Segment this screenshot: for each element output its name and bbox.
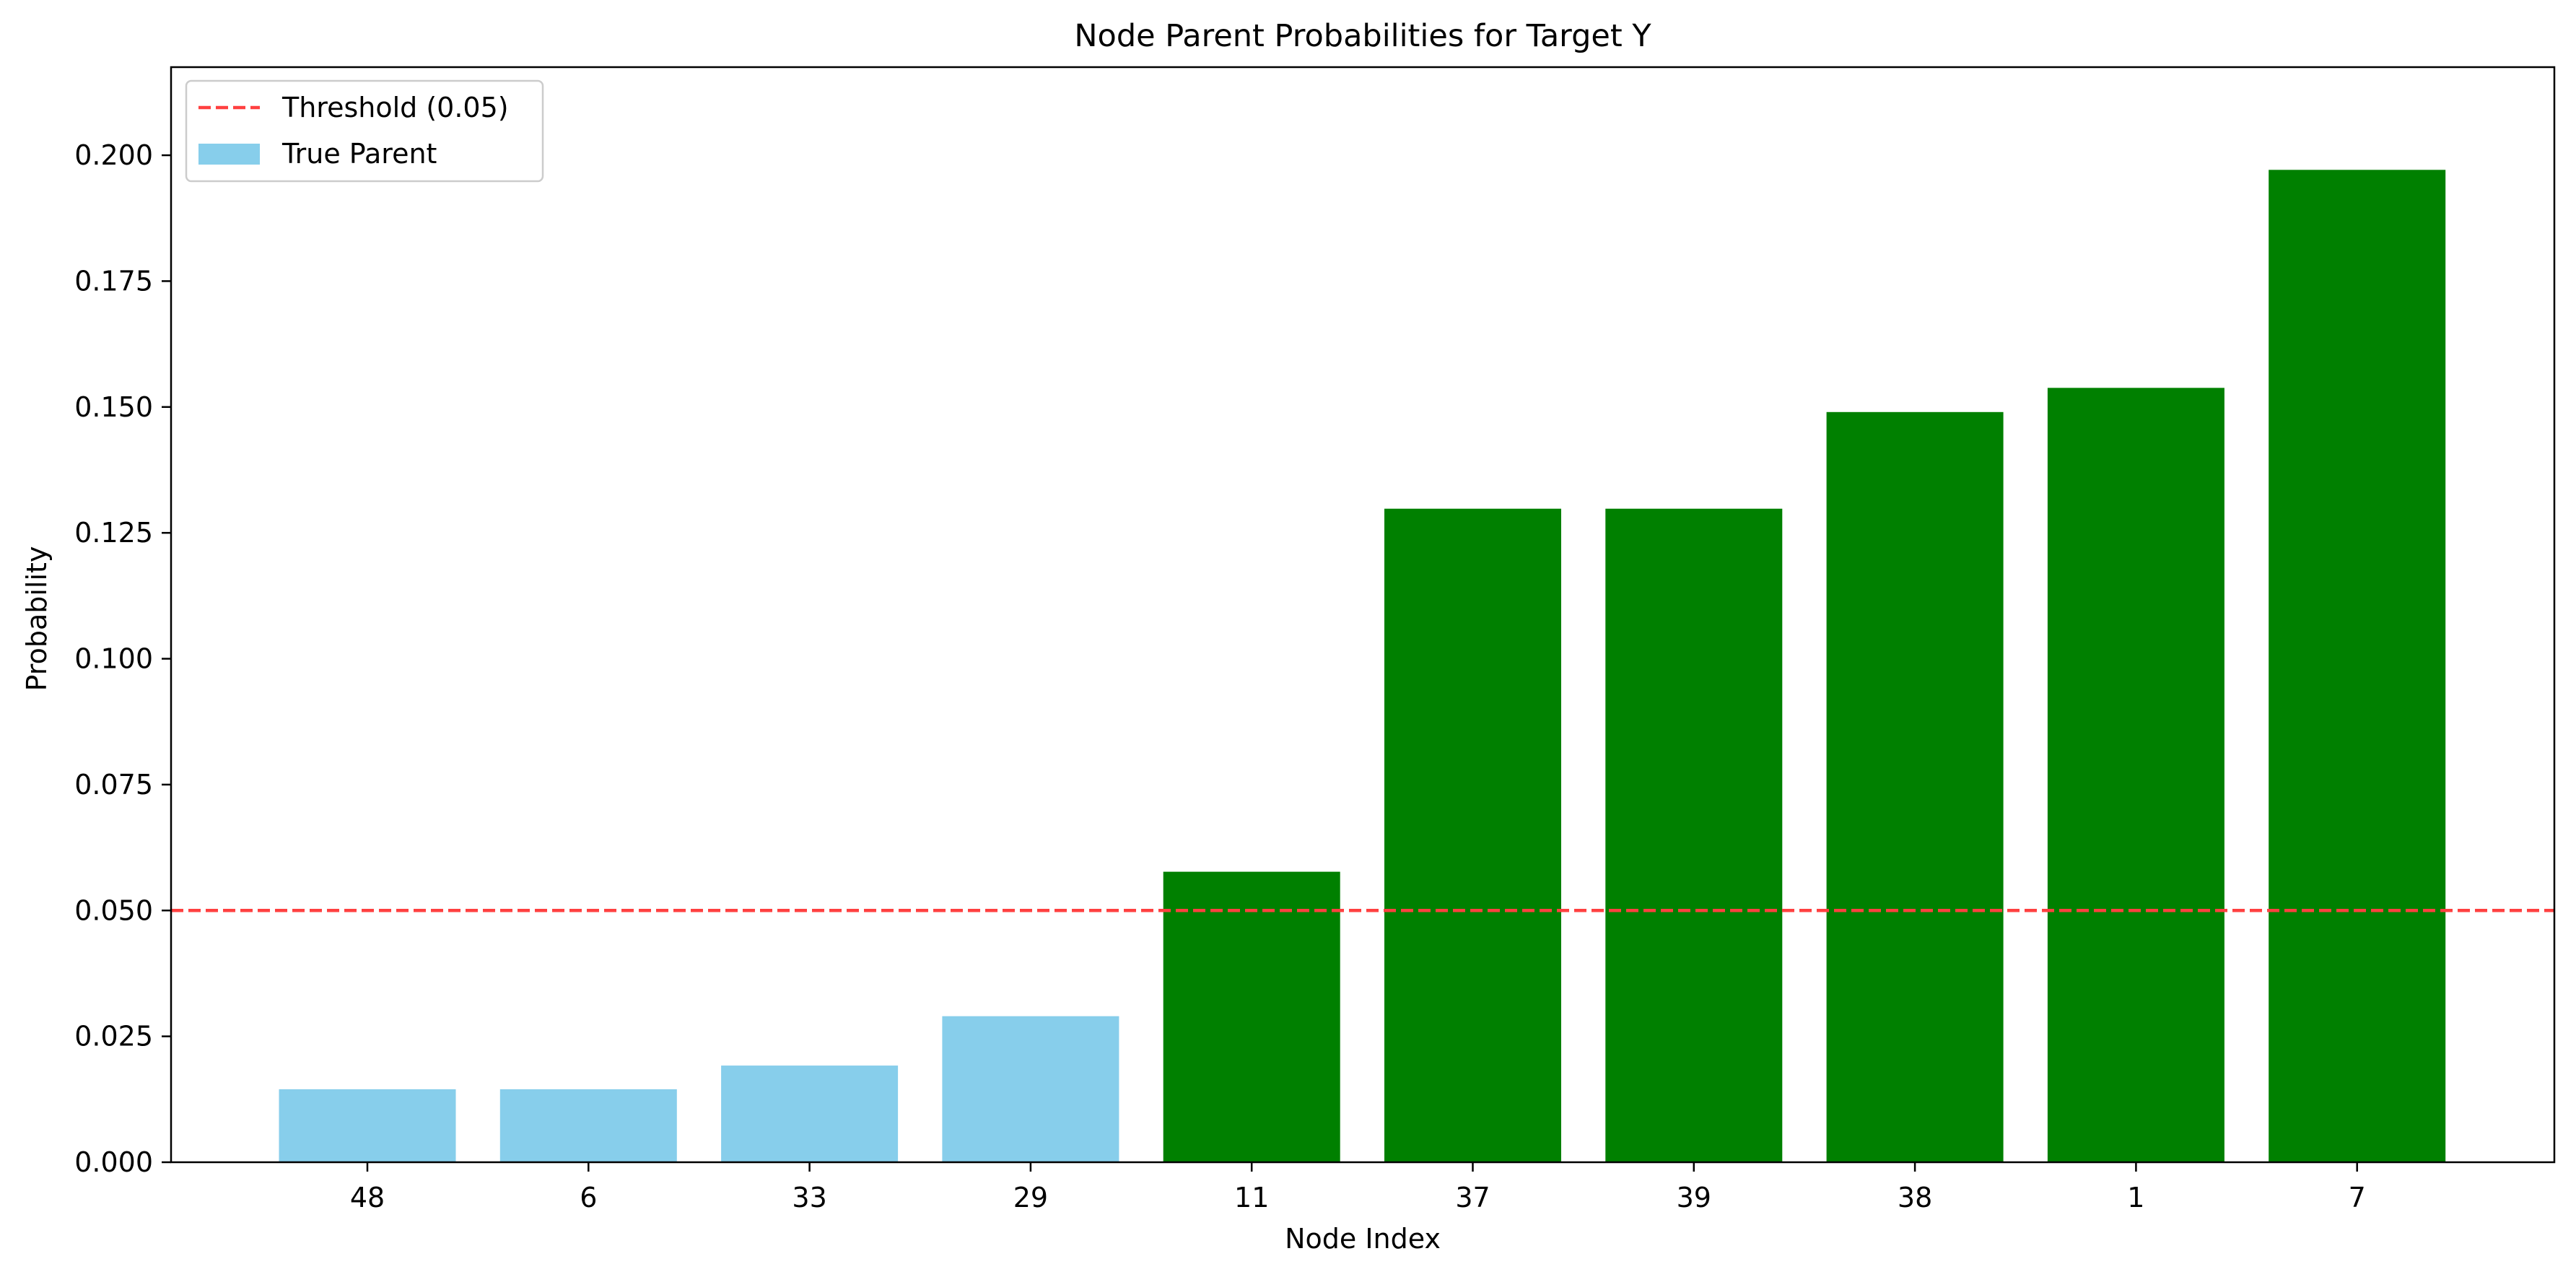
legend-box <box>185 79 544 183</box>
y-tick-label: 0.025 <box>74 1021 153 1052</box>
bar-7 <box>2269 170 2446 1162</box>
bar-48 <box>279 1089 456 1162</box>
y-tick-label: 0.075 <box>74 769 153 801</box>
y-tick-label: 0.200 <box>74 139 153 171</box>
x-tick-label: 33 <box>792 1182 826 1213</box>
legend: Threshold (0.05) True Parent <box>185 79 544 183</box>
x-tick-label: 39 <box>1677 1182 1711 1213</box>
bar-11 <box>1163 871 1340 1162</box>
x-tick-label: 38 <box>1898 1182 1932 1213</box>
x-tick-label: 1 <box>2127 1182 2144 1213</box>
y-tick-label: 0.100 <box>74 643 153 675</box>
bar-1 <box>2047 388 2224 1162</box>
legend-label: True Parent <box>281 138 437 170</box>
bar-37 <box>1384 508 1561 1162</box>
x-tick-label: 29 <box>1013 1182 1048 1213</box>
y-tick-label: 0.050 <box>74 894 153 926</box>
x-tick-label: 7 <box>2349 1182 2366 1213</box>
y-tick-label: 0.000 <box>74 1146 153 1178</box>
x-tick-label: 37 <box>1455 1182 1490 1213</box>
bar-6 <box>499 1089 677 1162</box>
bar-38 <box>1826 411 2004 1162</box>
x-tick-label: 6 <box>580 1182 597 1213</box>
y-tick-label: 0.125 <box>74 517 153 549</box>
x-tick-label: 48 <box>350 1182 385 1213</box>
y-tick-label: 0.150 <box>74 391 153 423</box>
y-axis-label: Probability <box>21 546 53 692</box>
x-axis-label: Node Index <box>1285 1223 1441 1255</box>
x-tick-label: 11 <box>1234 1182 1269 1213</box>
plot-area: 0.000 0.025 0.050 0.075 0.100 0.125 0.150 0.175… <box>74 66 2556 1213</box>
chart-title: Node Parent Probabilities for Target Y <box>1074 18 1651 54</box>
bar-33 <box>721 1065 899 1162</box>
legend-true-parent-swatch <box>198 144 260 165</box>
y-tick-label: 0.175 <box>74 265 153 297</box>
bar-39 <box>1605 508 1783 1162</box>
axes-frame <box>170 66 2556 1164</box>
bar-29 <box>942 1016 1119 1162</box>
legend-label: Threshold (0.05) <box>281 92 509 123</box>
